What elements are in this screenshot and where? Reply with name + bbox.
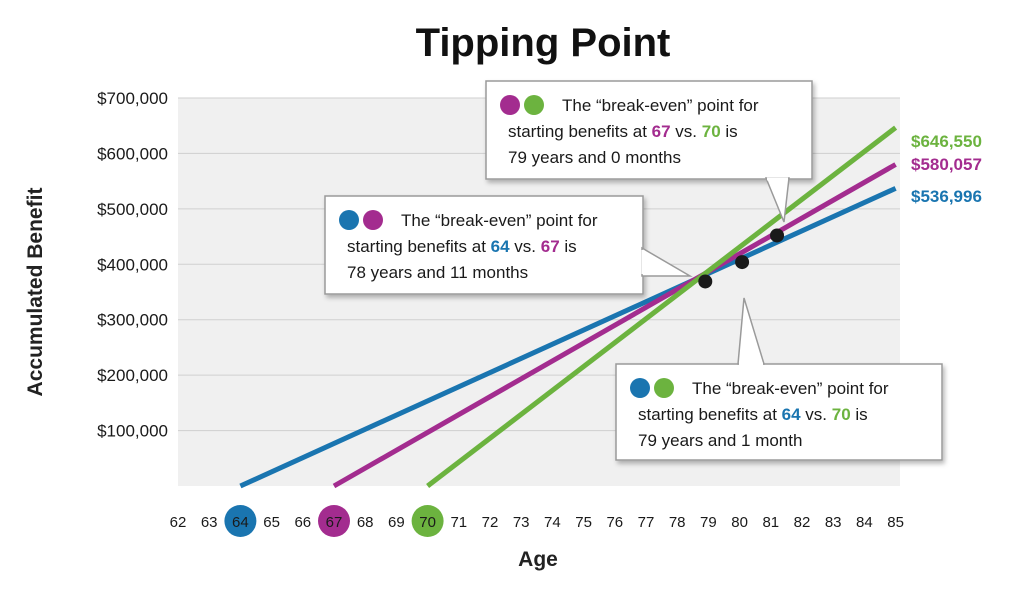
callout-text-segment: 64 [782, 405, 801, 424]
x-tick-label: 78 [669, 514, 686, 531]
x-tick-label: 74 [544, 514, 561, 531]
end-value-label-67: $580,057 [911, 155, 982, 174]
callout-text-segment: vs. [510, 237, 541, 256]
x-tick-label: 64 [232, 514, 249, 531]
y-tick-label: $600,000 [97, 144, 168, 163]
legend-dot-icon [654, 378, 674, 398]
callout-line: starting benefits at 67 vs. 70 is [508, 122, 738, 141]
x-tick-label: 75 [575, 514, 592, 531]
callout-line: 79 years and 1 month [638, 431, 802, 450]
x-tick-label: 80 [731, 514, 748, 531]
callout-text-segment: vs. [671, 122, 702, 141]
callout-text-segment: 67 [652, 122, 671, 141]
end-value-labels: $536,996 $580,057 $646,550 [911, 132, 982, 206]
legend-dot-icon [630, 378, 650, 398]
callout-box [615, 363, 943, 461]
x-tick-label: 62 [170, 514, 187, 531]
callout-line: The “break-even” point for [692, 379, 889, 398]
x-tick-label: 84 [856, 514, 873, 531]
series-line-start-70 [426, 125, 898, 488]
callout-line: The “break-even” point for [401, 211, 598, 230]
callout-text-segment: 78 years and 11 months [347, 263, 528, 282]
callout-text-segment: The “break-even” point for [401, 211, 598, 230]
callout-text-segment: starting benefits at [347, 237, 491, 256]
break-even-point [770, 228, 785, 243]
highlight-age-67-marker [318, 505, 350, 537]
y-tick-label: $400,000 [97, 255, 168, 274]
x-tick-label: 76 [606, 514, 623, 531]
x-tick-label: 68 [357, 514, 374, 531]
x-tick-label: 71 [450, 514, 467, 531]
callout-text-segment: is [721, 122, 738, 141]
chart-title: Tipping Point [416, 21, 671, 65]
x-tick-label: 69 [388, 514, 405, 531]
x-tick-label: 66 [294, 514, 311, 531]
callout-text-segment: is [560, 237, 577, 256]
y-tick-label: $100,000 [97, 422, 168, 441]
x-axis-ticks: 62 63 64 65 66 67 68 69 70 71 72 73 74 75 76 77 78 79 80 81… [170, 505, 904, 537]
legend-dot-icon [339, 210, 359, 230]
callout-text-segment: starting benefits at [508, 122, 652, 141]
callout-line: starting benefits at 64 vs. 67 is [347, 237, 577, 256]
x-tick-label: 72 [482, 514, 499, 531]
callout-line: The “break-even” point for [562, 96, 759, 115]
break-even-point [735, 255, 750, 270]
series-line-start-64 [239, 186, 897, 489]
series-line-start-67 [332, 162, 897, 489]
x-tick-label: 77 [638, 514, 655, 531]
end-value-label-64: $536,996 [911, 187, 982, 206]
callout-text-segment: is [851, 405, 868, 424]
x-tick-label: 81 [762, 514, 779, 531]
break-even-point [698, 274, 713, 289]
x-tick-label: 79 [700, 514, 717, 531]
callout-text-segment: 67 [541, 237, 560, 256]
callout-line: 79 years and 0 months [508, 148, 681, 167]
y-tick-label: $700,000 [97, 89, 168, 108]
x-tick-label: 67 [326, 514, 343, 531]
callout-text-segment: vs. [801, 405, 832, 424]
callout-left: The “break-even” point for starting benef… [324, 195, 693, 295]
x-tick-label: 82 [794, 514, 811, 531]
callout-top: The “break-even” point for starting benef… [485, 80, 813, 223]
highlight-age-64-marker [224, 505, 257, 537]
x-tick-label: 65 [263, 514, 280, 531]
y-axis-ticks: $100,000 $200,000 $300,000 $400,000 $500,000… [97, 89, 168, 441]
x-tick-label: 63 [201, 514, 218, 531]
x-tick-label: 73 [513, 514, 530, 531]
x-axis-label: Age [518, 548, 558, 571]
callout-text-segment: The “break-even” point for [692, 379, 889, 398]
break-even-points [698, 228, 785, 289]
x-tick-label: 85 [887, 514, 904, 531]
callout-text-segment: 70 [702, 122, 721, 141]
y-tick-label: $300,000 [97, 311, 168, 330]
callout-bottom: The “break-even” point for starting benef… [615, 297, 943, 461]
y-tick-label: $500,000 [97, 200, 168, 219]
callout-line: 78 years and 11 months [347, 263, 528, 282]
callout-text-segment: starting benefits at [638, 405, 782, 424]
legend-dot-icon [524, 95, 544, 115]
callout-text-segment: The “break-even” point for [562, 96, 759, 115]
highlight-age-70-marker [411, 505, 444, 537]
callout-text-segment: 70 [832, 405, 851, 424]
end-value-label-70: $646,550 [911, 132, 982, 151]
x-tick-label: 70 [419, 514, 436, 531]
y-tick-label: $200,000 [97, 366, 168, 385]
y-axis-label: Accumulated Benefit [24, 188, 47, 397]
x-tick-label: 83 [825, 514, 842, 531]
series-lines [239, 125, 898, 489]
legend-dot-icon [363, 210, 383, 230]
callout-text-segment: 64 [491, 237, 510, 256]
legend-dot-icon [500, 95, 520, 115]
callout-text-segment: 79 years and 1 month [638, 431, 802, 450]
callout-text-segment: 79 years and 0 months [508, 148, 681, 167]
annotation-callouts: The “break-even” point for starting benef… [324, 80, 943, 461]
callout-line: starting benefits at 64 vs. 70 is [638, 405, 868, 424]
